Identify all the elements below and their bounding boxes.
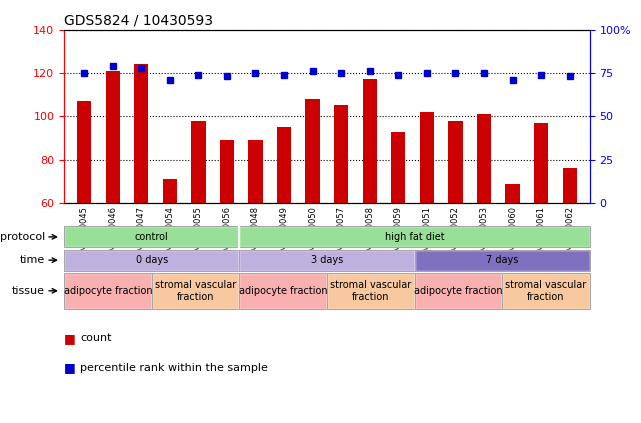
Text: high fat diet: high fat diet	[385, 232, 444, 242]
Bar	[191, 121, 206, 203]
Text: stromal vascular
fraction: stromal vascular fraction	[330, 280, 412, 302]
Bar	[477, 114, 491, 203]
Text: ■: ■	[64, 362, 76, 374]
Text: control: control	[135, 232, 169, 242]
Bar	[220, 140, 234, 203]
Bar	[391, 132, 406, 203]
Text: 7 days: 7 days	[486, 255, 519, 265]
Bar	[534, 123, 548, 203]
Text: adipocyte fraction: adipocyte fraction	[239, 286, 328, 296]
Bar	[448, 121, 463, 203]
Bar	[334, 105, 348, 203]
Text: ■: ■	[64, 332, 76, 345]
Text: count: count	[80, 333, 112, 343]
Bar	[106, 71, 120, 203]
Text: GDS5824 / 10430593: GDS5824 / 10430593	[64, 13, 213, 27]
Text: adipocyte fraction: adipocyte fraction	[414, 286, 503, 296]
Text: 3 days: 3 days	[311, 255, 343, 265]
Bar	[420, 112, 434, 203]
Bar	[248, 140, 263, 203]
Bar	[563, 168, 577, 203]
Bar	[277, 127, 291, 203]
Text: 0 days: 0 days	[136, 255, 168, 265]
Text: adipocyte fraction: adipocyte fraction	[63, 286, 152, 296]
Text: protocol: protocol	[0, 232, 45, 242]
Text: percentile rank within the sample: percentile rank within the sample	[80, 363, 268, 373]
Text: stromal vascular
fraction: stromal vascular fraction	[505, 280, 587, 302]
Bar	[134, 64, 148, 203]
Bar	[306, 99, 320, 203]
Bar	[163, 179, 177, 203]
Text: stromal vascular
fraction: stromal vascular fraction	[155, 280, 236, 302]
Bar	[77, 101, 91, 203]
Text: time: time	[20, 255, 45, 265]
Bar	[506, 184, 520, 203]
Text: tissue: tissue	[12, 286, 45, 296]
Bar	[363, 80, 377, 203]
